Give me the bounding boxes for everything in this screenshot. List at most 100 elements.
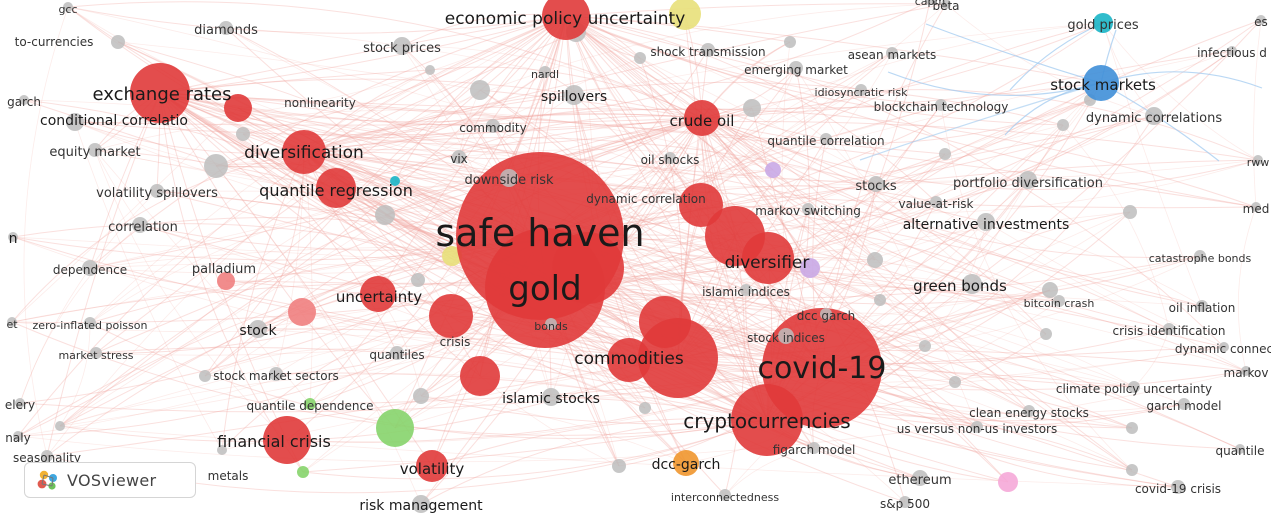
node-es[interactable] [1256, 15, 1266, 25]
node-market-stress[interactable] [90, 347, 102, 359]
node-dynamic-connec[interactable] [1219, 342, 1229, 352]
node-stock-markets[interactable] [1083, 65, 1119, 101]
network-node[interactable] [1057, 119, 1069, 131]
network-node[interactable] [639, 402, 651, 414]
node-et[interactable] [7, 317, 17, 327]
network-node[interactable] [765, 162, 781, 178]
node-stock-indices[interactable] [778, 328, 794, 344]
network-node[interactable] [217, 445, 227, 455]
node-commodity[interactable] [486, 119, 500, 133]
node-infectious-d[interactable] [1227, 46, 1237, 56]
network-node[interactable] [743, 99, 761, 117]
network-node[interactable] [376, 409, 414, 447]
node-nardl[interactable] [539, 66, 551, 78]
node-islamic-indices[interactable] [740, 284, 752, 296]
node-spillovers[interactable] [564, 85, 584, 105]
node-beta[interactable] [941, 0, 951, 9]
node-conditional-correlatio[interactable] [66, 113, 84, 131]
node-dynamic-correlations[interactable] [1145, 107, 1163, 125]
network-node[interactable] [1123, 205, 1137, 219]
node-volatility[interactable] [416, 450, 448, 482]
node-quantile[interactable] [1235, 444, 1245, 454]
node-stock-prices[interactable] [393, 37, 411, 55]
network-node[interactable] [1040, 328, 1052, 340]
node-volatility-spillovers[interactable] [150, 184, 164, 198]
node-correlation[interactable] [132, 217, 148, 233]
node-idiosyncratic-risk[interactable] [855, 84, 867, 96]
node-quantiles[interactable] [390, 346, 404, 360]
node-quantile-correlation[interactable] [820, 133, 832, 145]
network-node[interactable] [442, 246, 462, 266]
network-node[interactable] [784, 36, 796, 48]
node-figarch-model[interactable] [808, 442, 820, 454]
network-node[interactable] [390, 176, 400, 186]
node-n[interactable] [8, 232, 18, 242]
network-node[interactable] [199, 370, 211, 382]
network-node[interactable] [949, 376, 961, 388]
node-elery[interactable] [15, 398, 25, 408]
node-seasonality[interactable] [41, 450, 53, 462]
node-asean-markets[interactable] [886, 47, 898, 59]
node-garch[interactable] [19, 95, 29, 105]
network-node[interactable] [1042, 282, 1058, 298]
node-naly[interactable] [13, 431, 23, 441]
node-diversifier[interactable] [742, 232, 794, 284]
node-palladium[interactable] [217, 272, 235, 290]
node-crisis[interactable] [429, 294, 473, 338]
node-stock-market-sectors[interactable] [269, 367, 283, 381]
network-node[interactable] [413, 388, 429, 404]
network-node[interactable] [288, 298, 316, 326]
network-node[interactable] [919, 340, 931, 352]
node-portfolio-diversification[interactable] [1019, 171, 1037, 189]
node-rww[interactable] [1253, 155, 1263, 165]
node-markov[interactable] [1241, 366, 1251, 376]
node-oil-inflation[interactable] [1196, 300, 1208, 312]
node-us-versus-non-us-investors[interactable] [971, 421, 983, 433]
network-node[interactable] [470, 80, 490, 100]
node-quantile-regression[interactable] [316, 168, 356, 208]
node-markov-switching[interactable] [802, 203, 814, 215]
network-node[interactable] [236, 127, 250, 141]
node-islamic-stocks[interactable] [542, 388, 560, 406]
network-node[interactable] [411, 273, 425, 287]
network-node[interactable] [634, 52, 646, 64]
node-dcc-garch[interactable] [820, 308, 832, 320]
network-node[interactable] [375, 205, 395, 225]
node-diversification[interactable] [282, 130, 326, 174]
network-node[interactable] [1126, 422, 1138, 434]
network-node[interactable] [460, 356, 500, 396]
node-metals[interactable] [297, 466, 309, 478]
node-garch-model[interactable] [1178, 398, 1190, 410]
node-ethereum[interactable] [912, 470, 928, 486]
node-dependence[interactable] [82, 260, 98, 276]
node-bonds[interactable] [545, 318, 557, 330]
node-to-currencies[interactable] [111, 35, 125, 49]
node-uncertainty[interactable] [360, 276, 396, 312]
node-zero-inflated-poisson[interactable] [84, 317, 96, 329]
network-node[interactable] [874, 294, 886, 306]
node-catastrophe-bonds[interactable] [1194, 250, 1206, 262]
node-equity-market[interactable] [88, 143, 102, 157]
node-clean-energy-stocks[interactable] [1023, 405, 1035, 417]
node-crude-oil[interactable] [684, 100, 720, 136]
network-node[interactable] [612, 459, 626, 473]
node-dcc-garch[interactable] [673, 450, 699, 476]
node-med[interactable] [1251, 202, 1261, 212]
network-node[interactable] [800, 258, 820, 278]
node-vix[interactable] [452, 150, 466, 164]
node-stock[interactable] [249, 320, 267, 338]
node-s-p-500[interactable] [899, 496, 911, 508]
node-gcc[interactable] [63, 2, 73, 12]
network-node[interactable] [55, 421, 65, 431]
node-green-bonds[interactable] [962, 274, 982, 294]
node-oil-shocks[interactable] [664, 152, 676, 164]
node-bitcoin-crash[interactable] [1053, 295, 1065, 307]
network-node[interactable] [867, 252, 883, 268]
network-node[interactable] [998, 472, 1018, 492]
network-node[interactable] [669, 0, 701, 30]
node-downside-risk[interactable] [500, 169, 518, 187]
network-node[interactable] [425, 65, 435, 75]
node-economic-policy-uncertainty[interactable] [542, 0, 590, 40]
node-blockchain-technology[interactable] [935, 99, 947, 111]
